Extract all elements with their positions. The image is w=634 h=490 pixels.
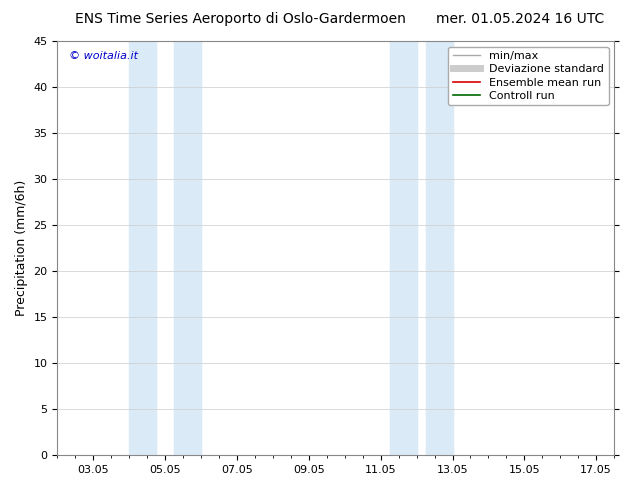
Bar — [425, 41, 453, 455]
Bar — [129, 41, 156, 455]
Text: mer. 01.05.2024 16 UTC: mer. 01.05.2024 16 UTC — [436, 12, 604, 26]
Text: ENS Time Series Aeroporto di Oslo-Gardermoen: ENS Time Series Aeroporto di Oslo-Garder… — [75, 12, 406, 26]
Y-axis label: Precipitation (mm/6h): Precipitation (mm/6h) — [15, 180, 28, 316]
Legend: min/max, Deviazione standard, Ensemble mean run, Controll run: min/max, Deviazione standard, Ensemble m… — [448, 47, 609, 105]
Text: © woitalia.it: © woitalia.it — [68, 51, 138, 61]
Bar — [390, 41, 417, 455]
Bar — [174, 41, 201, 455]
